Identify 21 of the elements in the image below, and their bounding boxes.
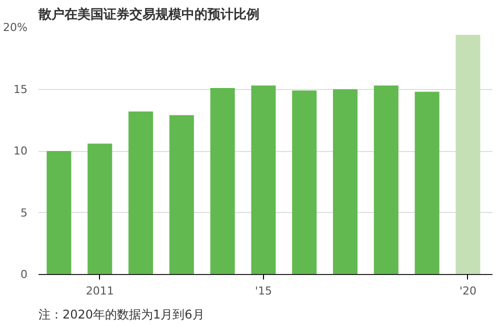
chart-title: 散户在美国证券交易规模中的预计比例 bbox=[38, 6, 260, 22]
bar bbox=[210, 88, 235, 274]
x-tick-label: 2011 bbox=[86, 284, 114, 298]
bar bbox=[456, 34, 480, 274]
y-tick-label: 0 bbox=[20, 268, 28, 281]
y-tick-label: 15 bbox=[14, 82, 28, 96]
bar bbox=[414, 92, 440, 274]
bar bbox=[88, 144, 112, 274]
x-tick-label: '15 bbox=[254, 284, 272, 298]
y-tick-label: 20% bbox=[3, 21, 28, 34]
bar bbox=[251, 86, 276, 274]
y-tick-label: 5 bbox=[20, 206, 28, 220]
y-tick-label: 10 bbox=[14, 144, 28, 158]
x-tick-label: '20 bbox=[459, 284, 476, 298]
bar bbox=[46, 151, 72, 274]
bar bbox=[374, 86, 398, 274]
bar bbox=[332, 89, 358, 274]
bar bbox=[292, 90, 317, 274]
bar bbox=[169, 115, 194, 274]
text: 注：2020年的数据为1月到6月 bbox=[38, 308, 204, 322]
bar bbox=[128, 111, 154, 274]
